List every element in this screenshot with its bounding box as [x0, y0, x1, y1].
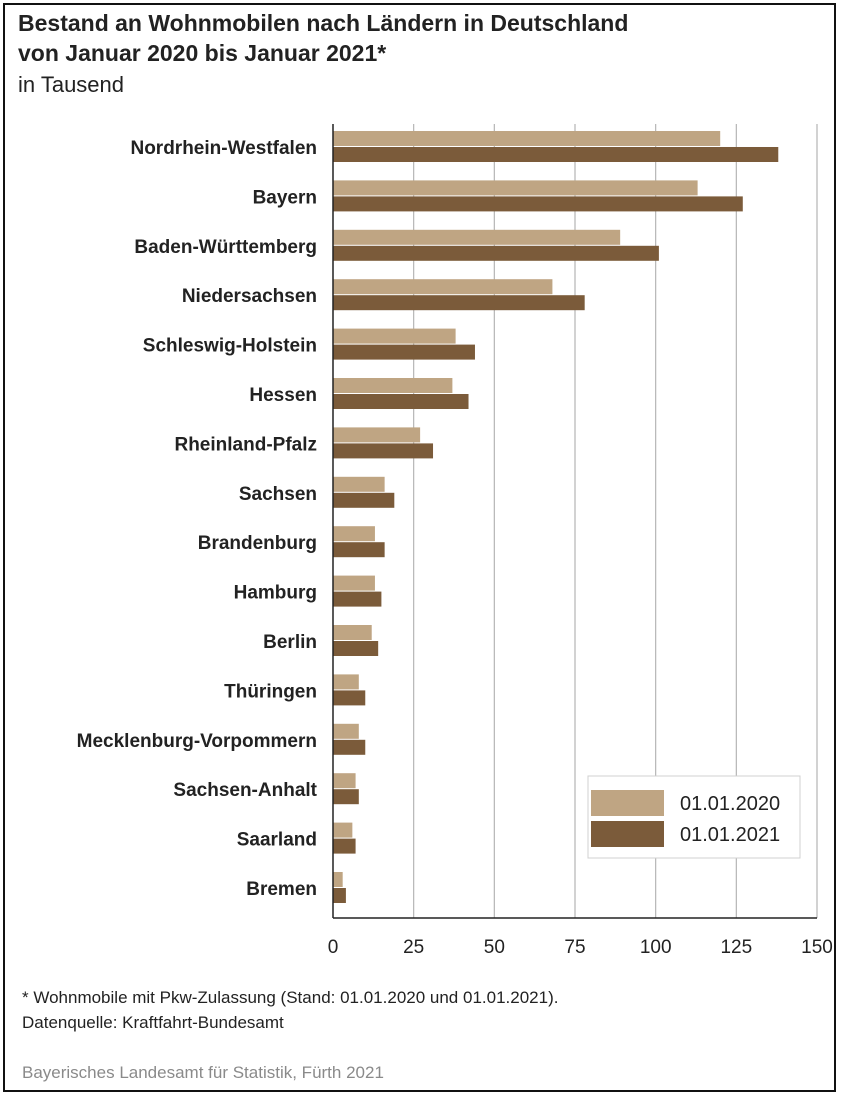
- bar-2021: [333, 888, 346, 903]
- x-tick-label: 0: [328, 937, 339, 958]
- title-line-2: von Januar 2020 bis Januar 2021*: [18, 40, 387, 66]
- category-label: Niedersachsen: [182, 286, 317, 307]
- bar-2021: [333, 838, 356, 854]
- x-tick-label: 75: [564, 937, 585, 958]
- bar-2021: [333, 344, 475, 360]
- legend-label: 01.01.2021: [680, 824, 780, 846]
- bar-2020: [333, 625, 372, 640]
- bar-2020: [333, 872, 343, 887]
- category-label: Schleswig-Holstein: [143, 336, 317, 357]
- category-label: Rheinland-Pfalz: [174, 434, 317, 455]
- bar-2020: [333, 773, 356, 789]
- publisher-credit: Bayerisches Landesamt für Statistik, Für…: [22, 1063, 384, 1082]
- category-label: Baden-Württemberg: [134, 237, 317, 258]
- category-label: Saarland: [237, 830, 317, 851]
- bar-2020: [333, 279, 553, 295]
- bar-chart: 0 25 50 75 100 125 150 Nordrhein-Westfalen Bayer…: [77, 124, 833, 958]
- category-label: Thüringen: [224, 681, 317, 702]
- legend-swatch: [591, 821, 664, 847]
- category-label: Nordrhein-Westfalen: [130, 138, 317, 159]
- x-tick-label: 100: [640, 937, 672, 958]
- category-label: Berlin: [263, 632, 317, 653]
- x-tick-label: 50: [484, 937, 505, 958]
- legend-label: 01.01.2020: [680, 793, 780, 815]
- bar-2021: [333, 739, 366, 755]
- bar-2021: [333, 591, 382, 607]
- bar-2020: [333, 822, 353, 838]
- bar-2020: [333, 328, 456, 344]
- data-source: Datenquelle: Kraftfahrt-Bundesamt: [22, 1013, 284, 1032]
- title-line-1: Bestand an Wohnmobilen nach Ländern in D…: [18, 10, 629, 36]
- bar-2021: [333, 147, 779, 162]
- bar-2021: [333, 542, 385, 558]
- footnote: * Wohnmobile mit Pkw-Zulassung (Stand: 0…: [22, 988, 559, 1007]
- bar-2021: [333, 443, 434, 459]
- category-label: Brandenburg: [198, 533, 317, 554]
- bar-2021: [333, 641, 379, 656]
- category-label: Hessen: [249, 385, 317, 406]
- bar-2020: [333, 131, 721, 146]
- bar-2021: [333, 295, 585, 311]
- category-label: Bayern: [253, 187, 317, 208]
- x-tick-label: 150: [801, 937, 833, 958]
- bar-2021: [333, 789, 359, 805]
- footnote-block: * Wohnmobile mit Pkw-Zulassung (Stand: 0…: [22, 985, 558, 1035]
- bar-2020: [333, 378, 453, 393]
- category-label: Bremen: [246, 879, 317, 900]
- bar-2020: [333, 723, 359, 739]
- bar-2021: [333, 492, 395, 508]
- legend-swatch: [591, 790, 664, 816]
- category-label: Sachsen: [239, 484, 317, 505]
- bar-2020: [333, 427, 421, 443]
- bar-2020: [333, 575, 375, 591]
- chart-title: Bestand an Wohnmobilen nach Ländern in D…: [18, 8, 628, 68]
- bar-2021: [333, 394, 469, 409]
- category-label: Mecklenburg-Vorpommern: [77, 731, 317, 752]
- x-tick-label: 125: [720, 937, 752, 958]
- category-label: Hamburg: [234, 583, 317, 604]
- bar-2020: [333, 526, 375, 542]
- bar-2020: [333, 674, 359, 690]
- bar-2020: [333, 180, 698, 196]
- bar-2021: [333, 245, 659, 261]
- bar-2020: [333, 229, 621, 245]
- chart-subtitle: in Tausend: [18, 72, 125, 97]
- bar-2021: [333, 690, 366, 706]
- bar-2020: [333, 476, 385, 492]
- legend-box: [587, 775, 801, 859]
- x-tick-label: 25: [403, 937, 424, 958]
- category-label: Sachsen-Anhalt: [173, 780, 317, 801]
- bar-2021: [333, 196, 743, 212]
